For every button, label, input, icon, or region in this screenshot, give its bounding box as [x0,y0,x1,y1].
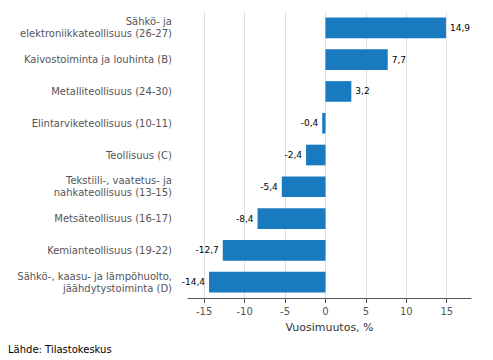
svg-text:7,7: 7,7 [392,55,406,65]
svg-text:Kaivostoiminta ja louhinta (B): Kaivostoiminta ja louhinta (B) [24,54,172,65]
svg-text:jäähdytystoiminta (D): jäähdytystoiminta (D) [62,283,172,294]
svg-text:Lähde: Tilastokeskus: Lähde: Tilastokeskus [8,344,112,355]
svg-text:14,9: 14,9 [450,23,470,33]
svg-text:Metsäteollisuus (16-17): Metsäteollisuus (16-17) [54,213,172,224]
svg-text:10: 10 [400,306,413,317]
svg-text:-15: -15 [196,306,212,317]
svg-text:-2,4: -2,4 [284,150,302,160]
svg-text:-5: -5 [280,306,290,317]
svg-text:Kemianteollisuus (19-22): Kemianteollisuus (19-22) [47,245,172,256]
svg-text:0: 0 [322,306,328,317]
svg-text:-8,4: -8,4 [236,214,254,224]
svg-text:Teollisuus (C): Teollisuus (C) [105,150,172,161]
svg-text:elektroniikkateollisuus (26-27: elektroniikkateollisuus (26-27) [20,28,172,39]
svg-text:5: 5 [363,306,369,317]
svg-text:3,2: 3,2 [355,86,369,96]
svg-text:-12,7: -12,7 [195,245,218,255]
svg-text:Sähkö- ja: Sähkö- ja [126,16,172,27]
svg-text:-10: -10 [236,306,252,317]
svg-text:Vuosimuutos, %: Vuosimuutos, % [285,321,373,334]
svg-text:15: 15 [440,306,453,317]
svg-text:Tekstiili-, vaatetus- ja: Tekstiili-, vaatetus- ja [65,175,172,186]
svg-text:-0,4: -0,4 [301,118,319,128]
svg-text:Sähkö-, kaasu- ja lämpöhuolto,: Sähkö-, kaasu- ja lämpöhuolto, [17,271,172,282]
svg-text:-14,4: -14,4 [182,277,206,287]
svg-text:Elintarviketeollisuus (10-11): Elintarviketeollisuus (10-11) [32,118,172,129]
svg-text:Metalliteollisuus (24-30): Metalliteollisuus (24-30) [51,86,172,97]
svg-text:-5,4: -5,4 [260,182,278,192]
svg-text:nahkateollisuus (13-15): nahkateollisuus (13-15) [54,187,172,198]
